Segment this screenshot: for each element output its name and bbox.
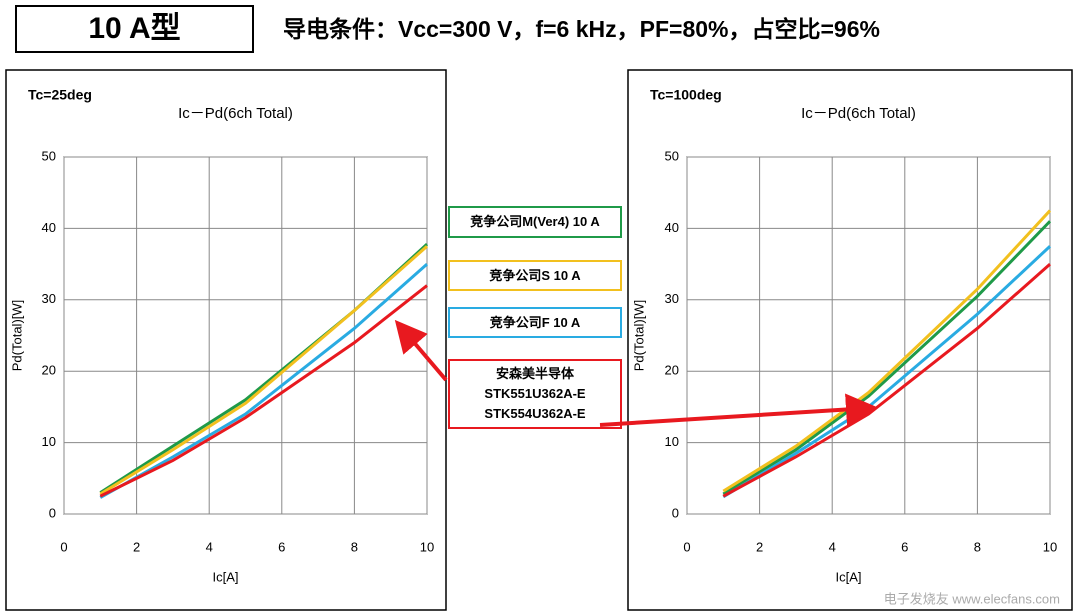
y-tick-label: 10 — [42, 434, 56, 449]
data-line — [722, 209, 1052, 493]
y-tick-label: 10 — [665, 434, 679, 449]
legend-entry: 竞争公司M(Ver4) 10 A — [448, 206, 622, 238]
annotation: Tc=100deg — [650, 87, 722, 103]
chart-frame — [627, 69, 1073, 611]
model-badge: 10 A型 — [15, 5, 254, 53]
x-tick-label: 2 — [756, 539, 763, 554]
x-axis-label: Ic[A] — [835, 569, 861, 584]
legend-entry: 竞争公司S 10 A — [448, 260, 622, 291]
y-tick-label: 50 — [42, 148, 56, 163]
x-tick-label: 6 — [278, 539, 285, 554]
x-tick-label: 4 — [206, 539, 213, 554]
y-tick-label: 20 — [42, 363, 56, 378]
y-axis-label: Pd(Total)[W] — [9, 300, 24, 372]
x-tick-label: 0 — [60, 539, 67, 554]
conditions: 导电条件：Vcc=300 V，f=6 kHz，PF=80%，占空比=96% — [283, 16, 880, 42]
annotation: Tc=25deg — [28, 87, 92, 103]
y-tick-label: 0 — [49, 505, 56, 520]
data-line — [99, 284, 428, 498]
y-axis-label: Pd(Total)[W] — [631, 300, 646, 372]
x-tick-label: 0 — [683, 539, 690, 554]
x-tick-label: 10 — [420, 539, 434, 554]
y-tick-label: 40 — [42, 220, 56, 235]
x-tick-label: 4 — [829, 539, 836, 554]
y-tick-label: 30 — [42, 291, 56, 306]
y-tick-label: 30 — [665, 291, 679, 306]
chart-title: Ic－Pd(6ch Total) — [178, 105, 293, 122]
x-tick-label: 6 — [901, 539, 908, 554]
legend-entry: 安森美半导体 STK551U362A-E STK554U362A-E — [448, 359, 622, 429]
data-line — [99, 245, 428, 496]
y-tick-label: 50 — [665, 148, 679, 163]
x-axis-label: Ic[A] — [212, 569, 238, 584]
x-tick-label: 8 — [974, 539, 981, 554]
legend-entry: 竞争公司F 10 A — [448, 307, 622, 338]
y-tick-label: 0 — [672, 505, 679, 520]
y-tick-label: 20 — [665, 363, 679, 378]
y-tick-label: 40 — [665, 220, 679, 235]
chart-title: Ic－Pd(6ch Total) — [801, 105, 916, 122]
x-tick-label: 8 — [351, 539, 358, 554]
x-tick-label: 10 — [1043, 539, 1057, 554]
chart-frame — [5, 69, 447, 611]
x-tick-label: 2 — [133, 539, 140, 554]
data-line — [99, 262, 428, 499]
